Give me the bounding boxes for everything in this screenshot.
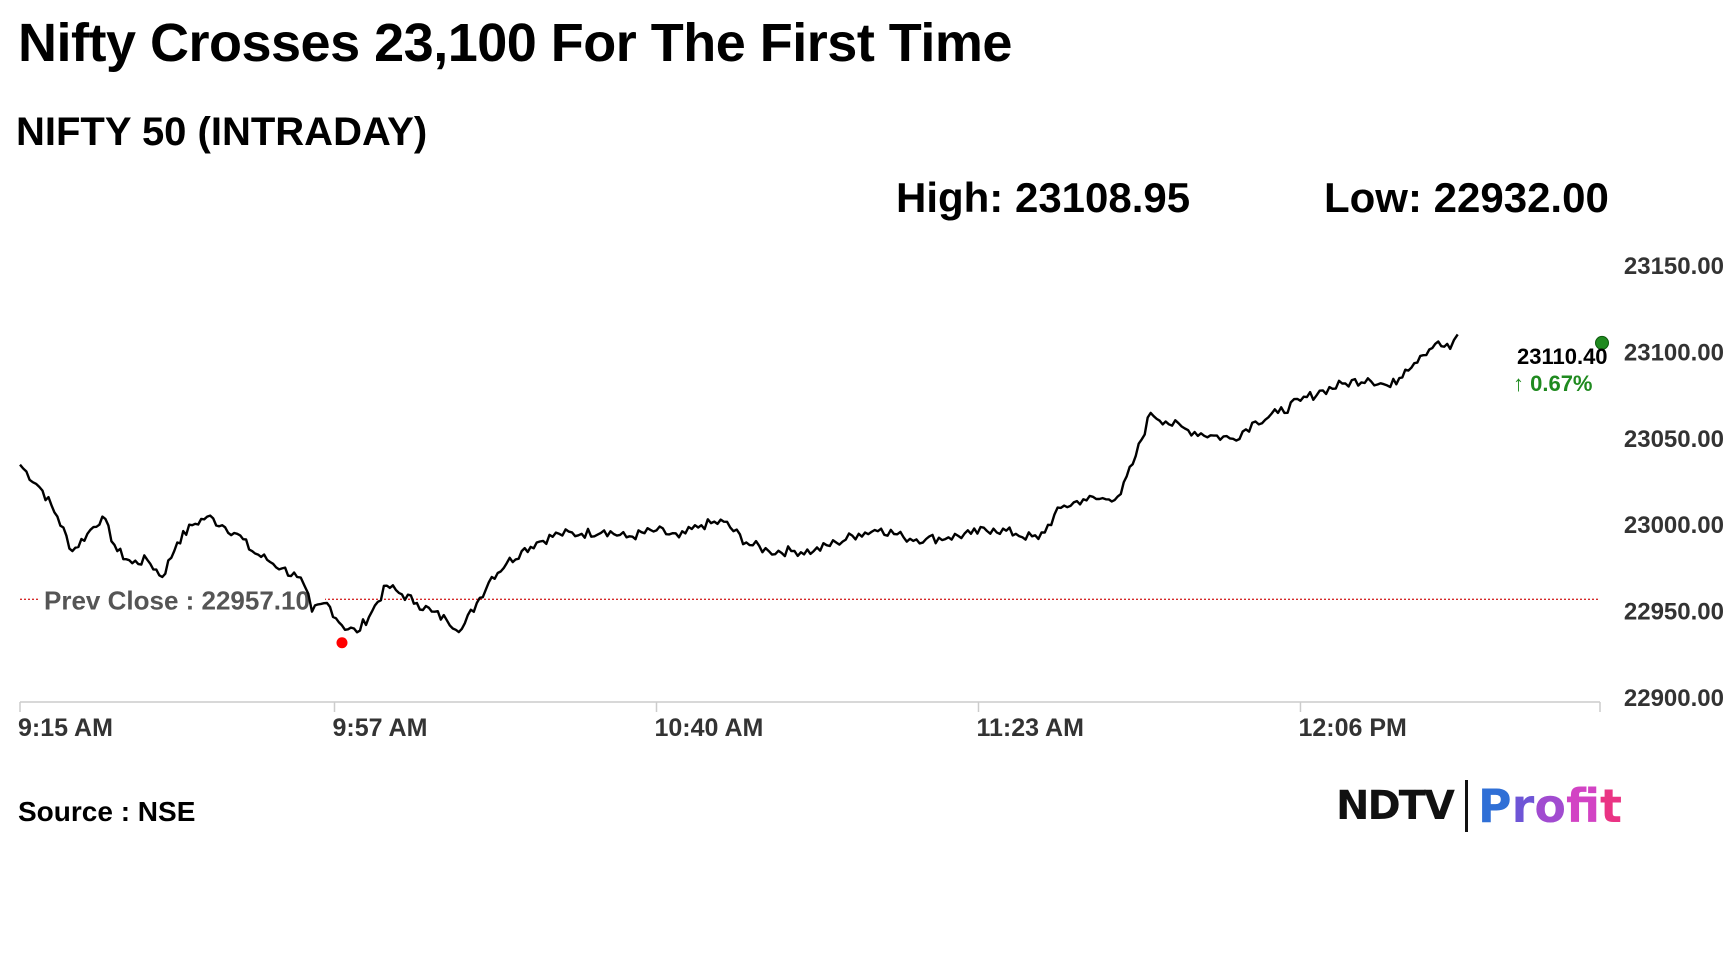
price-line	[19, 333, 1459, 634]
x-tick-label: 9:15 AM	[18, 714, 113, 742]
day-low-marker	[336, 637, 348, 649]
last-value-label: 23110.40	[1517, 344, 1608, 369]
source-note: Source : NSE	[18, 796, 196, 827]
y-tick-label: 23000.00	[1624, 512, 1724, 539]
high-stat: High: 23108.95	[896, 174, 1191, 221]
logo-profit-text: Profit	[1477, 779, 1623, 833]
ndtv-profit-logo: NDTV Profit	[1336, 778, 1622, 834]
y-tick-label: 23050.00	[1624, 426, 1724, 453]
x-tick-label: 10:40 AM	[654, 714, 763, 742]
x-tick-label: 9:57 AM	[333, 714, 428, 742]
day-high-marker	[1595, 335, 1609, 350]
prev-close-label: Prev Close : 22957.10	[44, 585, 310, 615]
y-tick-label: 22900.00	[1624, 685, 1724, 712]
headline: Nifty Crosses 23,100 For The First Time	[18, 13, 1012, 73]
intraday-chart: 23150.00 23100.00 23050.00 23000.00 22950.00…	[18, 253, 1724, 742]
y-tick-label: 23100.00	[1624, 339, 1724, 366]
x-tick-label: 11:23 AM	[976, 714, 1083, 742]
logo-ndtv-text: NDTV	[1336, 783, 1455, 829]
prev-close-label-bg	[40, 579, 325, 616]
y-tick-label: 23150.00	[1624, 253, 1724, 280]
low-stat: Low: 22932.00	[1324, 174, 1609, 221]
change-percent-label: ↑ 0.67%	[1513, 371, 1593, 396]
chart-subtitle: NIFTY 50 (INTRADAY)	[16, 110, 428, 154]
x-tick-label: 12:06 PM	[1298, 714, 1406, 742]
y-tick-label: 22950.00	[1624, 599, 1724, 626]
logo-divider	[1464, 780, 1468, 832]
